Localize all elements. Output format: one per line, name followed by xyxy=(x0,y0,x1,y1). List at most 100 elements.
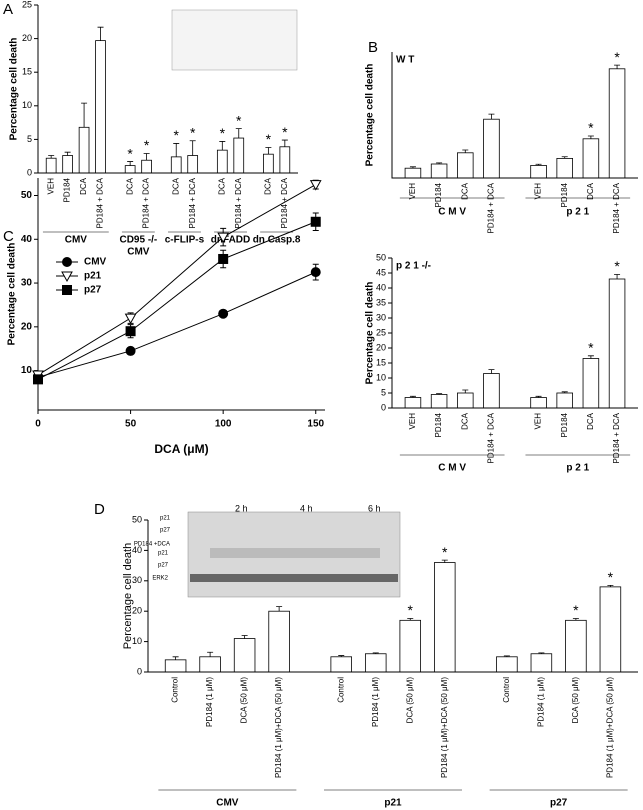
blot-band-label: p27 xyxy=(158,563,169,569)
error-bar xyxy=(189,140,196,156)
group-label: C M V xyxy=(438,207,466,218)
bar xyxy=(434,562,456,673)
blot-band xyxy=(210,548,380,558)
blot-row: p27 xyxy=(160,528,171,534)
group-label: p 2 1 xyxy=(566,207,589,218)
error-bar xyxy=(64,151,71,156)
bar xyxy=(608,68,626,179)
bar xyxy=(496,656,518,673)
legend-label: CMV xyxy=(84,257,107,268)
bar xyxy=(279,146,291,174)
x-tick-label: DCA xyxy=(217,177,226,195)
error-bar xyxy=(281,139,288,147)
blot-band-label: ERK2 xyxy=(152,576,168,582)
error-bar xyxy=(587,135,594,139)
bar xyxy=(404,167,422,179)
error-bar xyxy=(535,395,542,398)
panel-label: A xyxy=(3,1,13,18)
line xyxy=(37,184,316,376)
significance: * xyxy=(266,131,272,147)
bar xyxy=(233,638,256,673)
blot-time: 6 h xyxy=(368,503,381,513)
error-bar xyxy=(561,391,568,393)
bar xyxy=(124,165,136,174)
y-tick-label: 50 xyxy=(21,190,33,201)
x-tick-label: 0 xyxy=(35,419,41,430)
error-bar xyxy=(207,651,214,657)
y-tick-label: 20 xyxy=(132,606,142,616)
group-label: p21 xyxy=(384,798,402,809)
bar xyxy=(164,659,187,673)
x-tick-label: PD184 xyxy=(63,177,72,202)
error-bar xyxy=(488,113,495,120)
bar xyxy=(582,138,600,179)
marker xyxy=(124,313,137,325)
significance: * xyxy=(282,124,288,140)
error-bar xyxy=(488,369,495,374)
group-label: p 2 1 xyxy=(566,463,589,474)
bar xyxy=(430,394,448,409)
significance: * xyxy=(408,602,414,618)
blot-band xyxy=(190,574,398,582)
group-label: dnFADD xyxy=(211,235,250,246)
group-sublabel: CMV xyxy=(127,247,150,258)
error-bar xyxy=(372,652,379,654)
bar xyxy=(330,656,352,673)
bar xyxy=(530,164,547,179)
bar xyxy=(457,152,474,179)
marker xyxy=(309,180,322,191)
x-tick-label: PD184 + DCA xyxy=(188,177,197,228)
error-bar xyxy=(48,155,55,159)
error-bar xyxy=(436,162,443,164)
x-tick-label: DCA xyxy=(586,412,595,430)
y-tick-label: 40 xyxy=(21,234,33,245)
significance: * xyxy=(127,145,133,161)
bar xyxy=(556,157,573,179)
marker xyxy=(125,345,136,356)
y-axis-label: Percentage cell death xyxy=(9,38,20,141)
marker xyxy=(218,253,229,264)
y-tick-label: 15 xyxy=(376,357,386,367)
significance: * xyxy=(442,544,448,560)
x-tick-label: Control xyxy=(336,677,345,703)
marker xyxy=(217,232,230,244)
group-label: CMV xyxy=(65,235,88,246)
bar xyxy=(268,610,290,673)
bar xyxy=(263,153,274,174)
y-tick-label: 50 xyxy=(376,252,386,262)
error-bar xyxy=(614,274,621,279)
bar xyxy=(187,155,199,174)
x-axis-label: DCA (μM) xyxy=(154,442,208,456)
significance: * xyxy=(190,124,196,140)
x-tick-label: DCA (50 μM) xyxy=(405,677,414,724)
x-tick-label: PD184 + DCA xyxy=(142,177,151,228)
error-bar xyxy=(172,656,179,660)
error-bar xyxy=(462,149,469,153)
bar xyxy=(457,392,474,409)
x-tick-label: PD184 + DCA xyxy=(234,177,243,228)
x-tick-label: 100 xyxy=(215,419,232,430)
x-tick-label: PD184 (1 μM) xyxy=(205,677,214,727)
y-tick-label: 10 xyxy=(22,100,32,110)
y-tick-label: 10 xyxy=(376,372,386,382)
bar xyxy=(199,656,221,673)
blot-row: PD184 +DCA xyxy=(134,542,170,548)
x-tick-label: VEH xyxy=(534,413,543,430)
x-tick-label: DCA xyxy=(460,412,469,430)
significance: * xyxy=(614,258,620,274)
error-bar xyxy=(173,143,180,157)
error-bar xyxy=(441,559,448,563)
blot-time: 2 h xyxy=(235,503,248,513)
y-tick-label: 30 xyxy=(132,575,142,585)
bar xyxy=(556,392,573,409)
x-tick-label: PD184 xyxy=(560,412,569,437)
y-tick-label: 30 xyxy=(376,312,386,322)
y-tick-label: 40 xyxy=(376,282,386,292)
group-label: c-FLIP-s xyxy=(165,235,205,246)
bar xyxy=(170,156,182,174)
significance: * xyxy=(236,112,242,128)
y-tick-label: 20 xyxy=(22,33,32,43)
group-label: dn Casp.8 xyxy=(253,235,301,246)
panel-label: C xyxy=(3,228,14,245)
